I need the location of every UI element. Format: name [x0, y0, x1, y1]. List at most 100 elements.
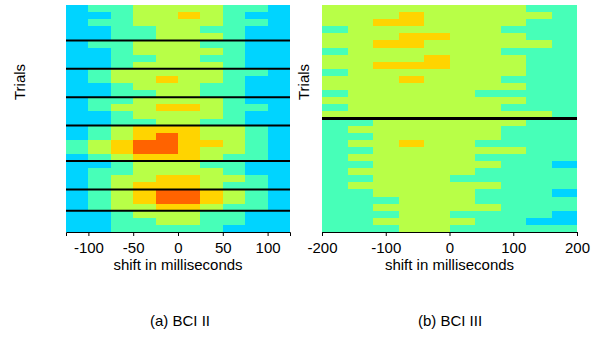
heatmap-cell: [268, 111, 290, 119]
heatmap-cell: [66, 104, 89, 112]
heatmap-cell: [501, 62, 527, 70]
heatmap-cell: [501, 211, 527, 219]
heatmap-cell: [156, 40, 179, 48]
heatmap-cell: [156, 12, 179, 20]
heatmap-cell: [245, 225, 268, 232]
heatmap-cell: [88, 55, 111, 63]
heatmap-cell: [322, 19, 348, 27]
heatmap-cell: [348, 69, 374, 77]
heatmap-cell: [66, 19, 89, 27]
tick: 50: [215, 232, 232, 256]
heatmap-cell: [200, 147, 223, 155]
heatmap-cell: [424, 197, 450, 205]
heatmap-cell: [133, 111, 156, 119]
heatmap-cell: [424, 104, 450, 112]
heatmap-cell: [88, 97, 111, 105]
tick-mark: [577, 232, 578, 236]
plot-area: [322, 5, 577, 232]
heatmap-cell: [66, 133, 89, 141]
heatmap-cell: [424, 211, 450, 219]
heatmap-cell: [399, 55, 425, 63]
heatmap-cell: [268, 147, 290, 155]
heatmap-cell: [373, 161, 399, 169]
heatmap-cell: [552, 62, 578, 70]
heatmap-cell: [501, 182, 527, 190]
heatmap-cell: [88, 111, 111, 119]
heatmap-cell: [475, 48, 501, 56]
heatmap-cell: [66, 147, 89, 155]
heatmap-cell: [475, 90, 501, 98]
heatmap-cell: [348, 225, 374, 232]
heatmap-cell: [526, 126, 552, 134]
heatmap-cell: [526, 211, 552, 219]
heatmap-cell: [348, 26, 374, 34]
heatmap-cell: [133, 12, 156, 20]
heatmap-cell: [268, 26, 290, 34]
heatmap-cell: [424, 19, 450, 27]
heatmap-cell: [552, 133, 578, 141]
heatmap-cell: [245, 161, 268, 169]
heatmap-cell: [200, 40, 223, 48]
heatmap-cell: [133, 48, 156, 56]
heatmap-cell: [526, 90, 552, 98]
heatmap-cell: [475, 55, 501, 63]
heatmap-cell: [133, 104, 156, 112]
heatmap-cell: [552, 104, 578, 112]
heatmap-cell: [88, 133, 111, 141]
tick-label: 200: [565, 239, 590, 256]
heatmap-cell: [475, 5, 501, 13]
heatmap-cell: [373, 69, 399, 77]
heatmap-cell: [501, 161, 527, 169]
heatmap-cell: [450, 126, 476, 134]
heatmap-cell: [322, 90, 348, 98]
heatmap-cell: [475, 154, 501, 162]
heatmap-cell: [156, 211, 179, 219]
heatmap-cell: [245, 218, 268, 226]
heatmap-cell: [475, 19, 501, 27]
heatmap-cell: [526, 19, 552, 27]
heatmap-cell: [322, 147, 348, 155]
heatmap-cell: [424, 204, 450, 212]
heatmap-cell: [178, 69, 201, 77]
heatmap-cell: [399, 19, 425, 27]
heatmap-cell: [399, 126, 425, 134]
heatmap-cell: [501, 33, 527, 41]
heatmap-cell: [133, 19, 156, 27]
heatmap-cell: [526, 76, 552, 84]
heatmap-cell: [348, 133, 374, 141]
heatmap-cell: [475, 62, 501, 70]
heatmap-cell: [268, 104, 290, 112]
x-axis: -100-50050100: [67, 232, 291, 256]
heatmap-cell: [450, 40, 476, 48]
heatmap-cell: [223, 111, 246, 119]
heatmap-cell: [424, 83, 450, 91]
heatmap-cell: [322, 40, 348, 48]
heatmap-cell: [88, 76, 111, 84]
heatmap-cell: [178, 147, 201, 155]
heatmap-cell: [450, 5, 476, 13]
heatmap-cell: [322, 218, 348, 226]
heatmap-cell: [450, 218, 476, 226]
heatmap-cell: [526, 218, 552, 226]
heatmap-cell: [399, 161, 425, 169]
heatmap-cell: [526, 5, 552, 13]
heatmap-cell: [552, 211, 578, 219]
heatmap-cell: [450, 48, 476, 56]
heatmap-cell: [66, 140, 89, 148]
heatmap-cell: [475, 218, 501, 226]
heatmap-cell: [245, 5, 268, 13]
heatmap-cell: [450, 83, 476, 91]
heatmap-cell: [66, 83, 89, 91]
separator-line: [322, 117, 577, 120]
heatmap-cell: [268, 76, 290, 84]
tick: 100: [256, 232, 281, 256]
heatmap-cell: [66, 69, 89, 77]
tick-mark: [88, 232, 89, 236]
heatmap-cell: [111, 140, 134, 148]
heatmap-cell: [475, 147, 501, 155]
heatmap-cell: [475, 12, 501, 20]
heatmap-cell: [373, 140, 399, 148]
heatmap-cell: [552, 197, 578, 205]
heatmap-cell: [399, 218, 425, 226]
heatmap-cell: [399, 83, 425, 91]
